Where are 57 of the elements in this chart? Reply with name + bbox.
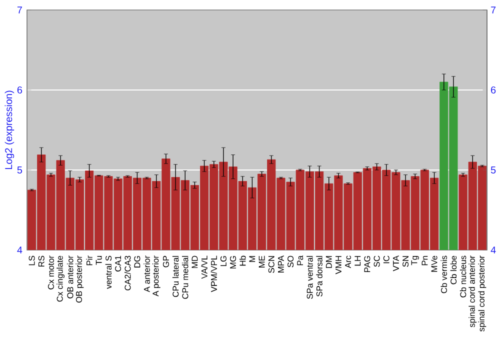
x-tick-label: DM <box>326 256 332 268</box>
x-tick-label: A anterior <box>144 256 150 292</box>
x-tick-label: CA2/CA3 <box>124 256 131 290</box>
y-tick-label: 4 <box>17 246 22 254</box>
x-tick-label: ventral S <box>105 256 112 289</box>
x-tick-label: LS <box>28 256 35 266</box>
x-tick-label: VMH <box>336 256 342 274</box>
x-tick-label: VPM/VPL <box>210 256 217 292</box>
x-tick-label: MG <box>230 256 236 268</box>
x-tick-label: SPa ventral <box>306 256 313 299</box>
x-tick-label: MVe <box>431 256 438 272</box>
x-tick-label: spinal cord posterior <box>478 256 486 332</box>
x-tick-label: Tg <box>411 256 419 266</box>
x-tick-label: spinal cord anterior <box>468 256 477 328</box>
x-tick-label: MPA <box>278 255 284 272</box>
x-tick-label: VTA <box>393 255 399 272</box>
x-tick-label: LH <box>354 256 361 266</box>
x-tick-label: RS <box>38 256 44 267</box>
x-tick-label: ME <box>258 256 265 268</box>
x-tick-label: DG <box>134 256 140 268</box>
x-tick-label: GP <box>162 256 169 268</box>
x-tick-label: SN <box>402 256 409 267</box>
y-tick-label: 7 <box>17 6 22 14</box>
x-tick-label: Cx cingulate <box>56 256 64 302</box>
x-tick-label: SO <box>288 256 294 268</box>
x-tick-label: Pir <box>86 256 92 266</box>
x-tick-label: LG <box>220 256 226 266</box>
x-tick-label: CPu medial <box>182 256 188 299</box>
x-tick-label: Pn <box>422 256 428 266</box>
x-tick-label: M <box>249 256 256 262</box>
y2-tick-label: 5 <box>490 166 496 174</box>
x-tick-label: VA/VL <box>201 256 208 279</box>
x-tick-label: IC <box>383 256 390 264</box>
y2-tick-label: 4 <box>490 246 496 254</box>
y2-tick-label: 6 <box>491 86 496 94</box>
x-tick-label: A posterior <box>152 256 160 296</box>
x-tick-label: OB anterior <box>67 256 74 298</box>
x-tick-label: Tu <box>96 256 102 265</box>
x-tick-label: MD <box>192 256 198 268</box>
x-tick-label: Cb lobe <box>450 256 457 284</box>
x-tick-label: Cx motor <box>48 256 54 290</box>
y-tick-label: 6 <box>17 86 22 94</box>
x-tick-label: SPa dorsal <box>316 256 322 296</box>
x-tick-label: CA1 <box>115 256 122 272</box>
x-tick-label: Arc <box>345 256 351 268</box>
x-tick-label: SCN <box>268 256 274 273</box>
x-tick-label: PAG <box>364 256 370 272</box>
x-tick-label: Cb nucleus <box>460 256 466 298</box>
x-tick-label: Pa <box>297 255 304 266</box>
y2-tick-label: 7 <box>491 6 496 14</box>
x-tick-label: SC <box>374 256 380 267</box>
y-axis-title: Log2 (expression) <box>4 90 14 170</box>
x-tick-label: OB posterior <box>76 256 84 303</box>
x-tick-label: Cb vermis <box>440 256 447 294</box>
y-tick-label: 5 <box>17 166 22 174</box>
x-tick-label: CPu lateral <box>172 256 179 297</box>
x-tick-label: Hb <box>240 256 246 266</box>
